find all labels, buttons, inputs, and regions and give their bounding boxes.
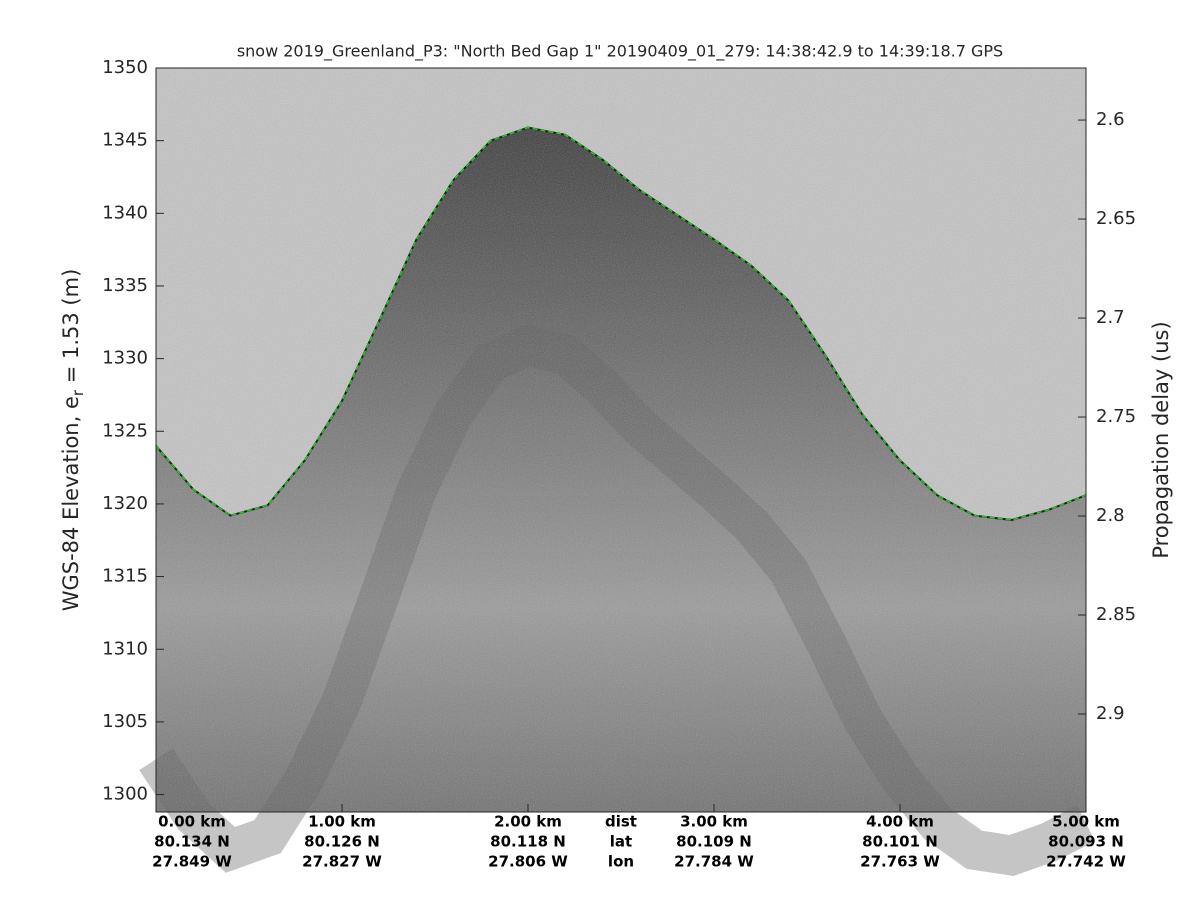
x-tick-label: 3.00 km	[680, 813, 748, 831]
x-tick-lon: 27.849 W	[152, 853, 232, 871]
x-tick-lat: 80.093 N	[1048, 833, 1124, 851]
x-tick-label: 2.00 km	[494, 813, 562, 831]
y-label-main: WGS-84 Elevation, e	[59, 396, 83, 611]
plot-frame	[155, 67, 1087, 813]
y-tick-label: 1300	[102, 784, 148, 805]
y2-tick-label: 2.9	[1096, 703, 1125, 724]
x-tick-lon: 27.784 W	[674, 853, 754, 871]
y-tick-label: 1330	[102, 348, 148, 369]
x-tick-lat: 80.109 N	[676, 833, 752, 851]
speckle	[156, 68, 1086, 812]
y-tick-label: 1325	[102, 420, 148, 441]
x-tick-lat: 80.101 N	[862, 833, 938, 851]
x-row-label: dist	[605, 813, 637, 831]
x-tick-lat: 80.134 N	[154, 833, 230, 851]
y-tick-label: 1315	[102, 566, 148, 587]
y-tick-label: 1305	[102, 711, 148, 732]
x-row-label: lon	[608, 853, 634, 871]
chart-title: snow 2019_Greenland_P3: "North Bed Gap 1…	[237, 42, 1003, 62]
y-tick-label: 1320	[102, 493, 148, 514]
y-tick-label: 1340	[102, 202, 148, 223]
surface-line	[155, 126, 1087, 521]
x-tick-label: 4.00 km	[866, 813, 934, 831]
y2-tick-label: 2.85	[1096, 604, 1136, 625]
x-row-label: lat	[610, 833, 632, 851]
y-label-rest: = 1.53 (m)	[59, 269, 83, 390]
x-tick-lat: 80.118 N	[490, 833, 566, 851]
y-label-sub: r	[69, 389, 87, 396]
y2-tick-label: 2.65	[1096, 208, 1136, 229]
y2-tick-label: 2.7	[1096, 307, 1125, 328]
x-tick-lon: 27.827 W	[302, 853, 382, 871]
x-tick-lon: 27.763 W	[860, 853, 940, 871]
x-tick-lon: 27.806 W	[488, 853, 568, 871]
echogram-image	[139, 68, 1096, 877]
x-tick-label: 1.00 km	[308, 813, 376, 831]
y-tick-label: 1335	[102, 275, 148, 296]
y2-tick-label: 2.6	[1096, 109, 1125, 130]
y-axis-label: WGS-84 Elevation, er = 1.53 (m)	[59, 269, 87, 612]
y2-tick-label: 2.8	[1096, 505, 1125, 526]
y-tick-label: 1310	[102, 638, 148, 659]
y2-tick-label: 2.75	[1096, 406, 1136, 427]
y-tick-label: 1350	[102, 57, 148, 78]
x-tick-label: 0.00 km	[158, 813, 226, 831]
x-tick-lat: 80.126 N	[304, 833, 380, 851]
x-tick-lon: 27.742 W	[1046, 853, 1126, 871]
y-tick-label: 1345	[102, 130, 148, 151]
y2-axis-label: Propagation delay (us)	[1149, 321, 1173, 558]
x-tick-label: 5.00 km	[1052, 813, 1120, 831]
